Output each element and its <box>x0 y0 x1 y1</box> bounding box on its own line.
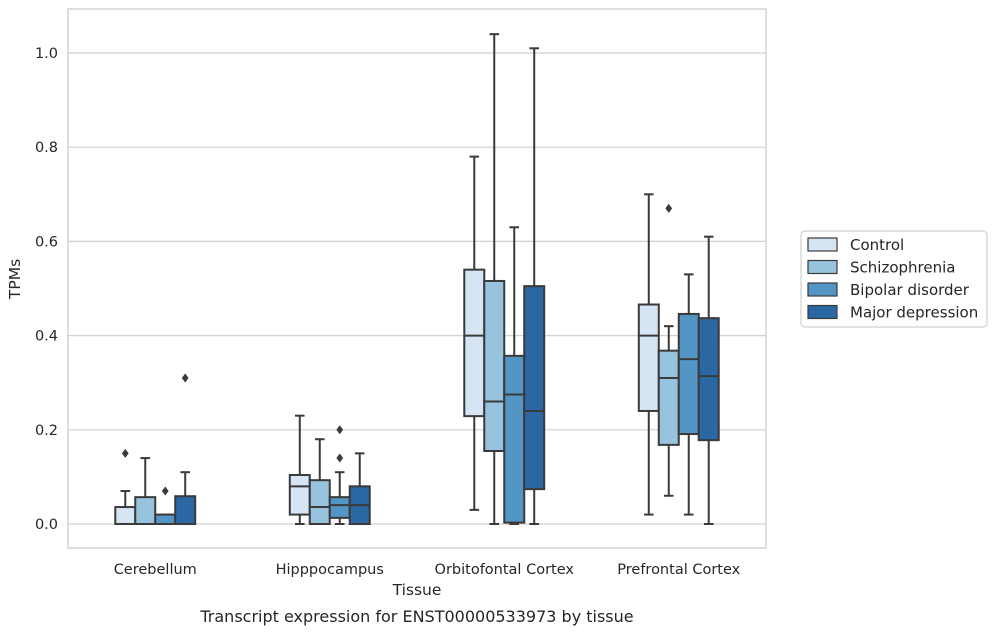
box-bipolar-disorder <box>503 226 526 525</box>
box-schizophrenia <box>308 438 331 525</box>
x-axis-ticks: Cerebellum Hipppocampus Orbitofontal Corte… <box>114 562 741 578</box>
box-iqr <box>697 317 720 442</box>
box-control <box>114 448 137 526</box>
x-axis-label: Tissue <box>392 581 442 599</box>
x-tick-label: Orbitofontal Cortex <box>435 562 575 578</box>
box-major-depression <box>174 373 197 525</box>
box-iqr <box>523 285 546 491</box>
figure-caption: Transcript expression for ENST0000053397… <box>199 607 633 626</box>
box-bipolar-disorder <box>154 486 177 526</box>
y-tick-label: 0.4 <box>35 329 58 345</box>
box-iqr <box>154 513 177 526</box>
box-iqr <box>503 354 526 524</box>
legend: Control Schizophrenia Bipolar disorder Majo… <box>800 230 988 328</box>
box-control <box>637 193 660 516</box>
box-plot-series <box>114 33 720 526</box>
box-major-depression <box>697 235 720 525</box>
box-iqr <box>328 496 351 519</box>
legend-swatch <box>807 282 838 297</box>
y-tick-label: 0.8 <box>35 140 58 156</box>
gridlines <box>68 52 766 525</box>
outlier-point <box>665 203 673 213</box>
y-tick-label: 0.0 <box>35 517 58 533</box>
y-axis-ticks: 0.0 0.2 0.4 0.6 0.8 1.0 <box>35 46 58 533</box>
box-schizophrenia <box>483 33 506 525</box>
box-iqr <box>483 279 506 452</box>
box-iqr <box>288 474 311 516</box>
outlier-point <box>161 486 169 496</box>
box-iqr <box>463 268 486 418</box>
legend-frame <box>800 230 988 328</box>
box-bipolar-disorder <box>677 273 700 516</box>
box-bipolar-disorder <box>328 425 351 525</box>
box-iqr <box>677 312 700 436</box>
legend-swatch <box>807 304 838 320</box>
legend-label: Major depression <box>850 304 978 322</box>
box-schizophrenia <box>134 457 157 526</box>
y-tick-label: 0.2 <box>35 423 58 439</box>
x-tick-label: Hipppocampus <box>276 562 384 578</box>
y-axis-label: TPMs <box>6 259 24 300</box>
legend-label: Bipolar disorder <box>850 281 970 299</box>
box-iqr <box>134 496 157 526</box>
box-iqr <box>657 349 680 446</box>
box-major-depression <box>523 47 546 525</box>
x-tick-label: Cerebellum <box>114 562 197 578</box>
box-iqr <box>114 506 137 526</box>
box-major-depression <box>348 452 371 526</box>
plot-area-frame <box>67 8 767 549</box>
box-iqr <box>637 303 660 412</box>
box-schizophrenia <box>657 203 680 497</box>
outlier-point <box>336 453 344 463</box>
box-control <box>288 414 311 525</box>
legend-swatch <box>807 259 838 275</box>
box-iqr <box>308 479 331 525</box>
x-tick-label: Prefrontal Cortex <box>617 562 740 578</box>
legend-swatch <box>807 237 838 252</box>
legend-label: Control <box>850 236 904 254</box>
y-tick-label: 1.0 <box>35 46 58 62</box>
box-control <box>463 155 486 511</box>
y-tick-label: 0.6 <box>35 234 58 250</box>
legend-label: Schizophrenia <box>850 259 955 277</box>
outlier-point <box>336 425 344 435</box>
box-iqr <box>174 495 197 525</box>
outlier-point <box>181 373 189 383</box>
outlier-point <box>121 448 129 458</box>
